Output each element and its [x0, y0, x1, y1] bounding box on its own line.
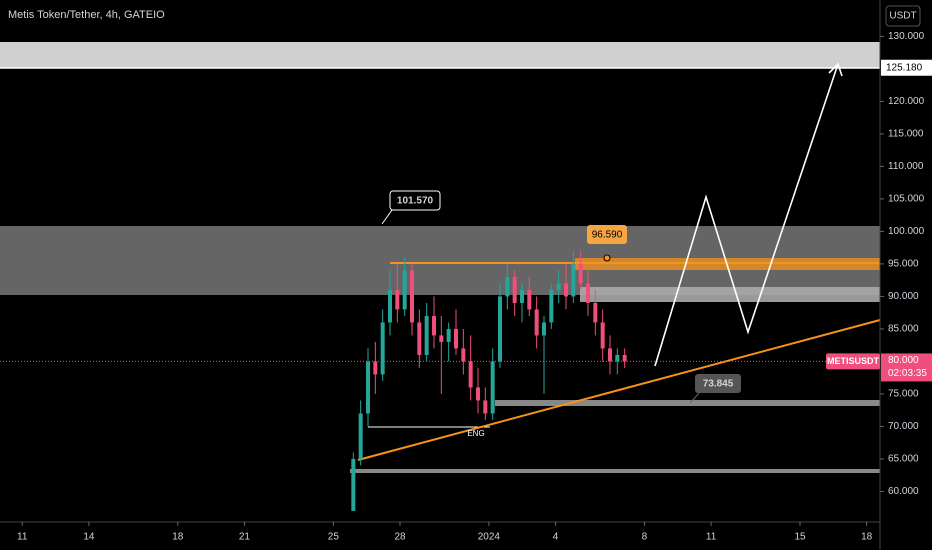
- candle-body: [593, 302, 598, 323]
- candle-body: [534, 309, 539, 336]
- candles: [351, 250, 627, 511]
- x-tick-label: 21: [239, 532, 251, 543]
- y-tick-label: 110.000: [888, 161, 924, 172]
- x-tick-label: 11: [17, 532, 28, 543]
- labels: 101.570 96.590 73.845 ENG Metis Token/Te…: [8, 9, 741, 438]
- level-label: 96.590: [592, 230, 623, 241]
- candle-body: [578, 263, 583, 284]
- candle-body: [454, 328, 458, 349]
- candle-body: [512, 276, 517, 303]
- candle-body: [424, 315, 429, 355]
- level-dot: [603, 254, 611, 262]
- x-tick-label: 11: [706, 532, 717, 543]
- candle-body: [520, 289, 524, 303]
- candle-body: [498, 296, 502, 362]
- projection-arrow: [828, 62, 843, 77]
- symbol-label: METISUSDT: [827, 356, 880, 366]
- candle-body: [490, 361, 495, 414]
- candle-body: [388, 289, 392, 323]
- support-box: [695, 374, 741, 393]
- candle-body: [417, 322, 422, 355]
- candle-body: [410, 270, 414, 323]
- candle-body: [366, 361, 370, 414]
- support-label: 73.845: [703, 379, 734, 390]
- x-tick-label: 28: [394, 532, 406, 543]
- trend-line: [357, 319, 881, 461]
- candle-body: [549, 289, 554, 323]
- candle-body: [351, 458, 356, 511]
- x-tick-label: 18: [861, 532, 873, 543]
- y-tick-label: 105.000: [888, 194, 925, 205]
- candle-body: [439, 335, 444, 342]
- y-tick-label: 70.000: [888, 421, 919, 432]
- support-pointer: [689, 391, 701, 404]
- y-tick-label: 85.000: [888, 324, 919, 335]
- candle-body: [600, 322, 605, 349]
- candle-body: [586, 283, 590, 303]
- candle-body: [571, 263, 576, 297]
- candle-body: [395, 289, 400, 310]
- countdown-label: 02:03:35: [888, 368, 927, 379]
- last-price-label: 80.000: [888, 355, 919, 366]
- axes: 130.000 120.000 115.000 110.000 105.000 100.0…: [0, 31, 932, 543]
- candle-body: [358, 413, 363, 459]
- callout-pointer: [381, 209, 393, 225]
- pattern-label: ENG: [467, 429, 484, 438]
- currency-button[interactable]: [885, 5, 921, 27]
- y-tick-label: 95.000: [888, 259, 919, 270]
- high-label: 101.570: [397, 196, 434, 207]
- low-zone: [350, 469, 880, 473]
- last-price-box: [881, 353, 932, 382]
- candle-body: [608, 348, 612, 362]
- candle-body: [461, 348, 466, 362]
- y-tick-label: 115.000: [888, 129, 924, 140]
- x-tick-label: 4: [553, 532, 559, 543]
- target-box: [881, 59, 932, 76]
- candle-body: [564, 283, 568, 297]
- x-tick-label: 15: [794, 532, 806, 543]
- candle-body: [556, 283, 561, 290]
- y-tick-label: 75.000: [888, 389, 919, 400]
- y-tick-label: 100.000: [888, 226, 925, 237]
- level-box: [587, 225, 627, 244]
- y-tick-label: 90.000: [888, 291, 919, 302]
- y-tick-label: 65.000: [888, 454, 919, 465]
- y-tick-label: 60.000: [888, 486, 919, 497]
- y-tick-label: 120.000: [888, 96, 925, 107]
- y-tick-label: 130.000: [888, 31, 925, 42]
- candle-body: [373, 361, 378, 375]
- x-tick-label: 8: [642, 532, 648, 543]
- candle-body: [527, 289, 532, 310]
- x-tick-label: 2024: [478, 532, 501, 543]
- currency-label[interactable]: USDT: [889, 11, 916, 22]
- candle-body: [380, 322, 385, 375]
- gray-zone: [580, 287, 880, 302]
- drawings: [0, 42, 881, 473]
- candle-body: [402, 270, 407, 310]
- callout-box: [389, 190, 441, 211]
- candle-body: [622, 354, 627, 362]
- target-label: 125.180: [886, 62, 923, 73]
- candle-body: [432, 315, 436, 336]
- candle-body: [505, 276, 510, 297]
- candle-body: [468, 361, 473, 388]
- candle-body: [542, 322, 546, 336]
- candle-body: [446, 328, 451, 342]
- target-zone: [0, 42, 880, 68]
- candle-body: [483, 400, 488, 414]
- candle-body: [615, 354, 620, 362]
- projection-path: [654, 63, 839, 367]
- symbol-box: [826, 353, 880, 370]
- support-zone: [495, 400, 880, 406]
- x-tick-label: 25: [328, 532, 340, 543]
- x-tick-label: 18: [172, 532, 184, 543]
- chart-title: Metis Token/Tether, 4h, GATEIO: [8, 9, 165, 21]
- x-tick-label: 14: [83, 532, 95, 543]
- candle-body: [476, 387, 480, 401]
